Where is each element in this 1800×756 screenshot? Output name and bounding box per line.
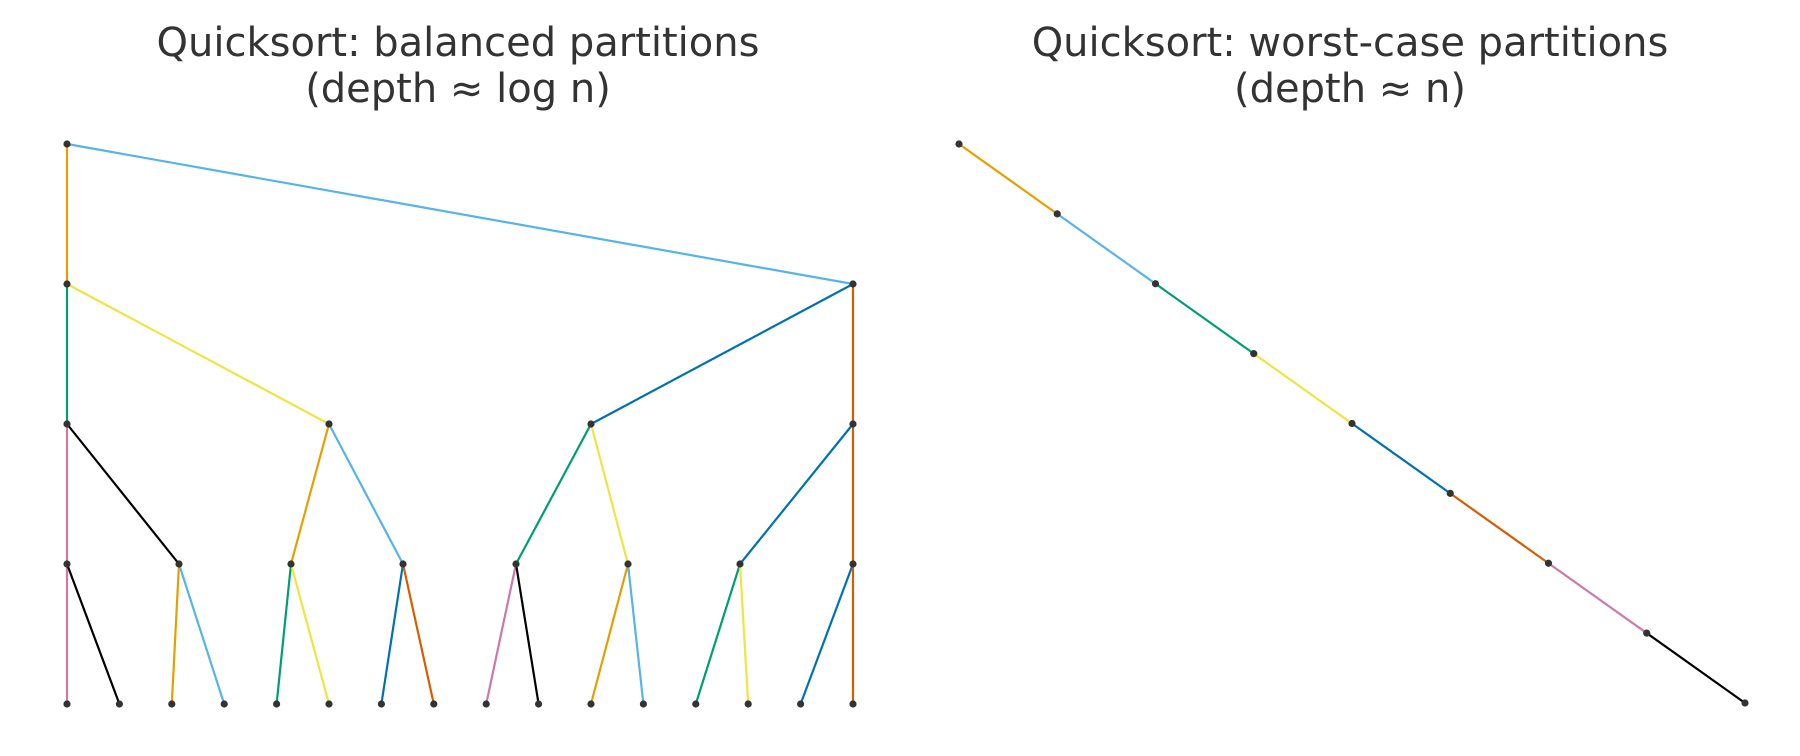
tree-edge <box>65 562 121 706</box>
tree-node <box>692 700 700 708</box>
tree-edge <box>177 562 226 706</box>
chain-node <box>1151 280 1160 288</box>
tree-node <box>63 700 71 708</box>
tree-edge <box>589 422 630 566</box>
tree-edge <box>170 562 181 706</box>
tree-edge <box>380 562 405 706</box>
chain-node <box>1348 419 1356 428</box>
chain-edge <box>1154 282 1255 355</box>
chain-edge <box>1547 562 1648 635</box>
tree-node <box>587 700 595 708</box>
tree-node <box>482 700 490 708</box>
tree-node <box>325 420 333 428</box>
chain-node <box>1053 210 1061 218</box>
tree-node <box>512 560 520 568</box>
tree-node <box>624 560 632 568</box>
tree-node <box>399 560 407 568</box>
balanced-title-line2: (depth ≈ log n) <box>305 66 611 112</box>
tree-node <box>287 560 295 568</box>
chain-edge <box>957 142 1059 215</box>
chain-node <box>1446 489 1454 497</box>
tree-node <box>273 700 281 708</box>
tree-edge <box>289 422 331 566</box>
tree-edge <box>514 562 540 706</box>
chain-edge <box>1449 492 1550 565</box>
tree-node <box>220 700 228 708</box>
chain-edge <box>1252 352 1354 425</box>
tree-edge <box>694 562 742 706</box>
tree-node <box>849 700 857 708</box>
tree-edge <box>626 562 645 706</box>
chain-node <box>955 140 963 148</box>
worst-case-partition-chain <box>955 140 1749 707</box>
balanced-partition-tree <box>63 140 857 708</box>
tree-node <box>63 280 71 288</box>
tree-edge <box>799 562 855 706</box>
balanced-title-line1: Quicksort: balanced partitions <box>157 20 760 66</box>
tree-node <box>744 700 752 708</box>
tree-edge <box>514 422 593 566</box>
tree-node <box>377 700 385 708</box>
chain-node <box>1741 699 1749 707</box>
tree-edge <box>275 562 293 706</box>
tree-node <box>430 700 438 708</box>
tree-edge <box>65 422 181 566</box>
tree-edge <box>65 142 855 286</box>
tree-node <box>535 700 543 708</box>
tree-node <box>63 140 71 148</box>
worst-title-line1: Quicksort: worst-case partitions <box>1032 20 1669 66</box>
tree-edge <box>289 562 331 706</box>
tree-node <box>168 700 176 708</box>
tree-node <box>63 560 71 568</box>
tree-node <box>849 420 857 428</box>
tree-edge <box>738 422 855 566</box>
tree-edge <box>589 282 855 426</box>
chain-edge <box>1350 422 1452 495</box>
tree-edge <box>401 562 435 706</box>
tree-edge <box>327 422 405 566</box>
chain-edge <box>1645 632 1747 705</box>
tree-node <box>175 560 183 568</box>
tree-node <box>639 700 648 708</box>
worst-title-line2: (depth ≈ n) <box>1234 66 1466 112</box>
chain-node <box>1643 629 1651 637</box>
chain-node <box>1250 350 1258 358</box>
tree-node <box>849 560 857 568</box>
tree-node <box>849 280 857 288</box>
tree-edge <box>485 562 518 706</box>
tree-edge <box>589 562 630 706</box>
tree-node <box>587 420 595 428</box>
tree-node <box>797 700 805 708</box>
tree-edge <box>65 282 331 426</box>
tree-node <box>115 700 123 708</box>
chain-node <box>1544 559 1553 567</box>
tree-edge <box>738 562 750 706</box>
tree-node <box>63 420 71 428</box>
tree-node <box>736 560 744 568</box>
chain-edge <box>1056 212 1157 285</box>
tree-node <box>325 700 333 708</box>
